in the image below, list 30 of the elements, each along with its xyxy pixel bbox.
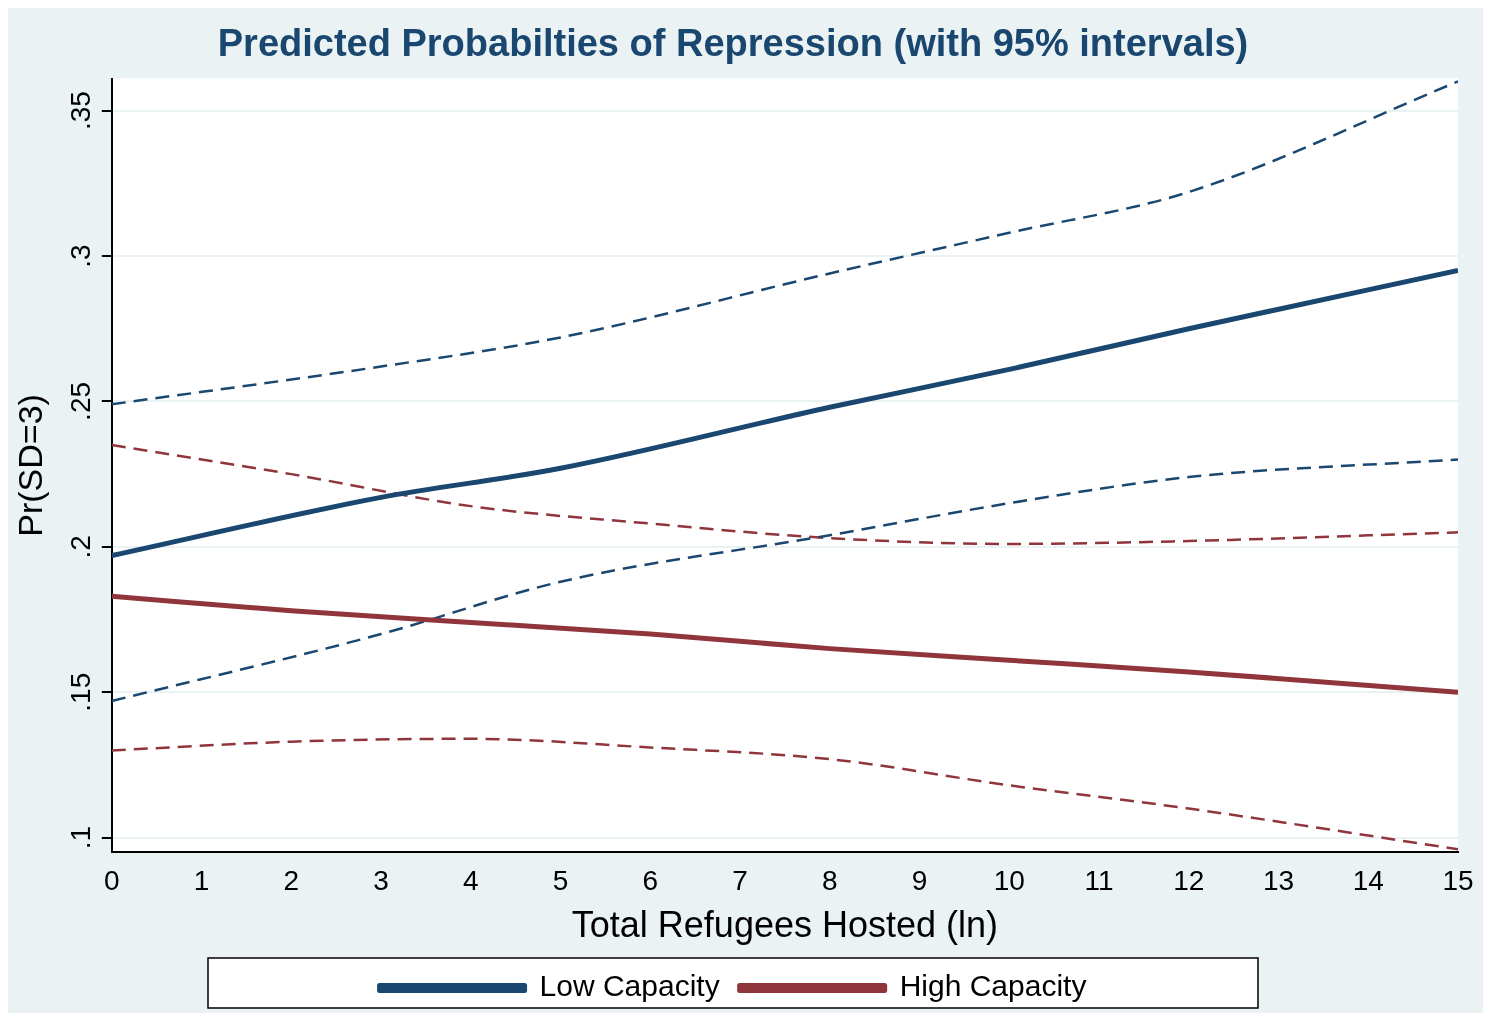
y-tick-label: .3 — [64, 244, 96, 268]
x-tick-label: 14 — [1352, 864, 1384, 896]
x-axis-title: Total Refugees Hosted (ln) — [571, 904, 999, 946]
x-tick-label: 5 — [552, 864, 569, 896]
y-tick-label: .2 — [64, 535, 96, 559]
line-series — [111, 458, 1458, 703]
y-axis-title: Pr(SD=3) — [10, 394, 49, 537]
y-tick-label: .25 — [64, 381, 96, 421]
x-tick-label: 13 — [1262, 864, 1295, 896]
x-tick-label: 7 — [732, 864, 748, 896]
line-series — [111, 80, 1458, 406]
x-tick-label: 4 — [463, 864, 479, 896]
chart-title: Predicted Probabilties of Repression (with 95% intervals) — [217, 22, 1249, 65]
legend-label: High Capacity — [899, 969, 1087, 1003]
x-tick-label: 9 — [911, 864, 928, 896]
y-tick-label: .35 — [64, 91, 96, 131]
x-tick-label: 1 — [193, 864, 210, 896]
x-tick-label: 11 — [1084, 864, 1114, 896]
x-tick-label: 0 — [104, 864, 120, 896]
x-tick-label: 10 — [993, 864, 1025, 896]
x-tick-label: 6 — [642, 864, 659, 896]
x-tick-label: 12 — [1173, 864, 1205, 896]
y-tick-label: .1 — [64, 825, 96, 850]
x-tick-label: 8 — [821, 864, 838, 896]
x-tick-label: 2 — [283, 864, 300, 896]
x-tick-label: 3 — [373, 864, 389, 896]
x-tick-label: 15 — [1442, 864, 1474, 896]
y-tick-label: .15 — [64, 672, 96, 712]
line-series — [111, 443, 1458, 546]
legend-label: Low Capacity — [539, 969, 720, 1003]
